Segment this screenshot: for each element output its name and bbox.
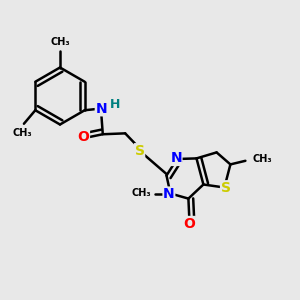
Text: O: O [77, 130, 89, 144]
Text: O: O [183, 217, 195, 230]
Text: H: H [110, 98, 120, 111]
Text: N: N [163, 187, 175, 201]
Text: S: S [220, 181, 231, 195]
Text: CH₃: CH₃ [13, 128, 32, 138]
Text: N: N [170, 152, 182, 165]
Text: CH₃: CH₃ [252, 154, 272, 164]
Text: CH₃: CH₃ [50, 37, 70, 47]
Text: S: S [135, 144, 145, 158]
Text: N: N [95, 102, 107, 116]
Text: CH₃: CH₃ [131, 188, 151, 199]
